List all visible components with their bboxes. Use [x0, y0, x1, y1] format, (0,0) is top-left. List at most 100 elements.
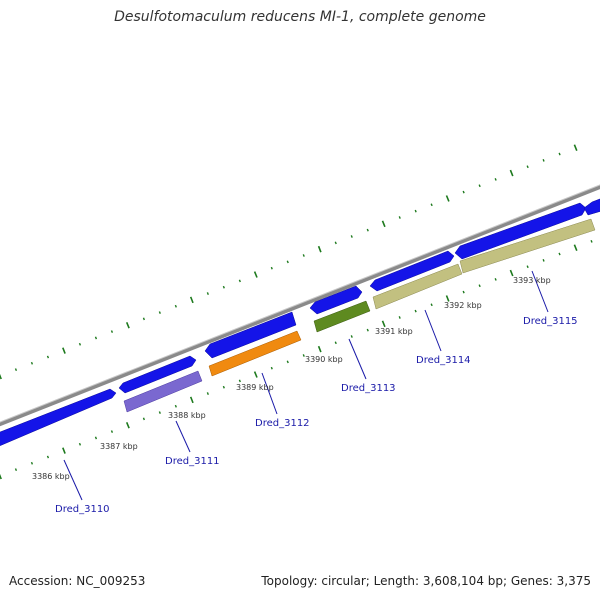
outer-tick	[78, 342, 82, 346]
outer-tick	[30, 361, 34, 365]
outer-tick	[302, 254, 305, 257]
gene-label-dred-3113[interactable]: Dred_3113	[341, 383, 396, 394]
outer-tick	[398, 216, 401, 219]
inner-tick	[46, 455, 50, 459]
kbp-label: 3389 kbp	[236, 383, 274, 392]
kbp-label: 3390 kbp	[305, 355, 343, 364]
genome-summary-text: Topology: circular; Length: 3,608,104 bp…	[261, 574, 591, 588]
outer-tick	[414, 209, 417, 213]
gene-label-dred-3112[interactable]: Dred_3112	[255, 418, 310, 429]
gene-label-dred-3111[interactable]: Dred_3111	[165, 456, 220, 467]
outer-tick	[573, 144, 578, 151]
outer-tick	[206, 292, 209, 295]
inner-tick	[286, 360, 289, 364]
feature-track	[123, 218, 596, 413]
inner-tick	[334, 341, 337, 345]
gene-feature-dred-3110[interactable]	[0, 388, 117, 447]
map-title: Desulfotomaculum reducens MI-1, complete…	[114, 9, 486, 25]
inner-tick	[270, 366, 273, 370]
outer-tick	[430, 203, 433, 207]
outer-tick	[558, 152, 561, 156]
gene-feature-dred-3113-forward[interactable]	[309, 285, 363, 315]
inner-tick	[30, 461, 34, 465]
inner-tick	[366, 328, 369, 332]
genome-backbone	[0, 184, 600, 427]
inner-tick	[0, 473, 2, 480]
outer-tick	[14, 368, 18, 372]
inner-tick	[542, 259, 545, 262]
inner-tick	[94, 436, 98, 440]
inner-tick	[78, 442, 82, 446]
outer-tick	[317, 245, 322, 253]
inner-tick	[414, 309, 417, 313]
inner-tick	[189, 396, 194, 404]
outer-tick	[174, 304, 177, 308]
kbp-label: 3393 kbp	[513, 276, 551, 285]
inner-tick	[110, 430, 114, 433]
feature-dred-3115[interactable]	[459, 218, 596, 274]
gene-label-dred-3114[interactable]: Dred_3114	[416, 355, 471, 366]
outer-tick	[0, 373, 2, 380]
outer-tick	[334, 241, 337, 245]
outer-tick	[94, 336, 98, 340]
gene-feature-dred-3115-forward[interactable]	[454, 202, 587, 260]
gene-label-dred-3115[interactable]: Dred_3115	[523, 316, 578, 327]
forward-gene-track	[0, 197, 600, 447]
inner-tick	[317, 345, 322, 353]
kbp-label: 3392 kbp	[444, 301, 482, 310]
kbp-label: 3386 kbp	[32, 472, 70, 481]
feature-dred-3112[interactable]	[208, 330, 302, 377]
inner-tick	[509, 269, 514, 277]
feature-dred-3114[interactable]	[372, 263, 463, 310]
inner-tick	[125, 421, 130, 429]
inner-tick	[302, 354, 305, 357]
inner-tick	[430, 303, 433, 307]
accession-text: Accession: NC_009253	[9, 574, 146, 588]
outer-tick	[142, 317, 145, 321]
kbp-label: 3388 kbp	[168, 411, 206, 420]
outer-tick	[238, 279, 241, 283]
inner-tick	[62, 447, 66, 454]
genome-backbone-highlight	[0, 184, 600, 423]
outer-tick	[445, 195, 450, 202]
outer-tick	[62, 347, 66, 354]
gene-labels: Dred_3110 Dred_3111 Dred_3112 Dred_3113 …	[55, 316, 578, 515]
outer-tick	[222, 285, 225, 289]
outer-tick	[253, 271, 258, 278]
outer-tick	[46, 355, 50, 359]
outer-tick	[462, 190, 465, 194]
kbp-labels: 3386 kbp 3387 kbp 3388 kbp 3389 kbp 3390…	[32, 276, 551, 481]
gene-feature-dred-3112-forward[interactable]	[204, 311, 297, 359]
inner-tick	[14, 468, 18, 472]
outer-tick	[494, 178, 497, 181]
outer-tick	[381, 220, 386, 228]
outer-tick	[189, 296, 194, 304]
gene-feature-dred-3111-forward[interactable]	[118, 355, 197, 394]
feature-dred-3111[interactable]	[123, 370, 203, 413]
inner-tick	[174, 404, 177, 408]
gene-feature-dred-3114-forward[interactable]	[369, 250, 455, 292]
outer-tick	[542, 159, 545, 162]
outer-tick-track	[0, 144, 578, 380]
inner-tick	[238, 379, 241, 383]
outer-tick	[158, 311, 161, 314]
outer-tick	[270, 266, 273, 270]
outer-tick	[286, 260, 289, 264]
outer-tick	[125, 321, 130, 329]
gene-label-dred-3110[interactable]: Dred_3110	[55, 504, 110, 515]
inner-tick	[558, 252, 561, 256]
inner-tick	[142, 417, 145, 421]
inner-tick	[206, 392, 209, 395]
inner-tick	[494, 278, 497, 281]
inner-tick	[573, 244, 578, 251]
outer-tick	[366, 228, 369, 232]
feature-dred-3113[interactable]	[313, 300, 371, 333]
inner-tick	[158, 411, 161, 414]
outer-tick	[350, 235, 353, 238]
gene-feature-next[interactable]	[583, 197, 600, 216]
kbp-label: 3387 kbp	[100, 442, 138, 451]
outer-tick	[526, 165, 529, 169]
inner-tick	[478, 284, 481, 288]
leader-lines	[63, 270, 549, 501]
